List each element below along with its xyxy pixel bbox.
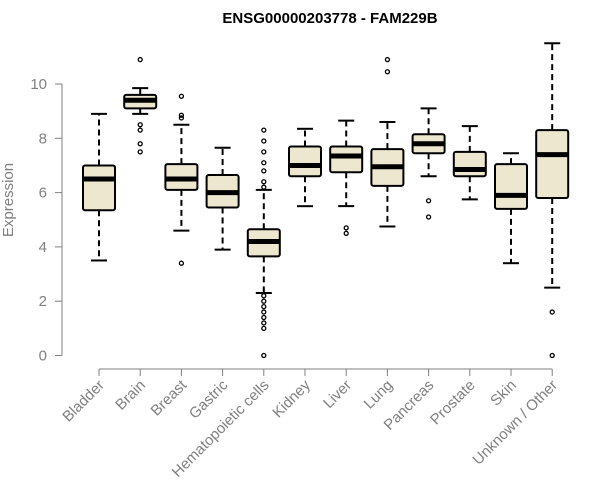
outlier-point — [261, 309, 267, 315]
box-breast — [164, 93, 199, 266]
x-tick-label: Breast — [148, 376, 191, 419]
iqr-box — [82, 164, 116, 212]
x-tick-label: Kidney — [269, 376, 314, 421]
outlier-point — [137, 141, 143, 147]
outlier-point — [384, 56, 391, 63]
iqr-box — [288, 145, 322, 178]
outlier-point — [178, 93, 185, 99]
box-liver — [329, 119, 364, 236]
outlier-point — [261, 325, 267, 332]
outlier-point — [425, 198, 432, 204]
box-gastric — [205, 146, 240, 251]
box-lung — [370, 56, 405, 228]
outlier-point — [549, 309, 555, 315]
outlier-point — [178, 115, 185, 121]
y-axis-label: Expression — [0, 163, 17, 237]
outlier-point — [384, 69, 391, 75]
outlier-point — [137, 149, 143, 155]
y-tick-label: 6 — [39, 185, 47, 202]
box-prostate — [452, 125, 487, 201]
box-hematopoietic-cells — [246, 127, 281, 359]
outlier-point — [137, 127, 143, 133]
x-tick-label: Brain — [112, 377, 149, 414]
iqr-box — [494, 163, 528, 210]
outlier-point — [261, 352, 267, 359]
outlier-point — [261, 168, 267, 174]
box-unknown-other — [535, 42, 570, 359]
y-tick-label: 2 — [39, 293, 47, 310]
outlier-point — [137, 56, 143, 63]
chart-title: ENSG00000203778 - FAM229B — [222, 10, 437, 27]
box-brain — [123, 56, 158, 155]
outlier-point — [549, 352, 555, 359]
outlier-point — [261, 149, 267, 155]
outlier-point — [261, 179, 267, 185]
outlier-point — [261, 303, 267, 310]
box-bladder — [82, 112, 116, 262]
y-tick-label: 10 — [30, 76, 47, 93]
outlier-point — [425, 214, 432, 220]
iqr-box — [329, 145, 364, 174]
outlier-point — [261, 160, 267, 166]
iqr-box — [452, 150, 487, 178]
iqr-box — [535, 129, 570, 200]
box-skin — [494, 152, 528, 265]
outlier-point — [137, 122, 143, 128]
outlier-point — [261, 138, 267, 144]
x-tick-label: Skin — [487, 377, 520, 410]
x-tick-label: Prostate — [427, 377, 479, 429]
outlier-point — [343, 225, 349, 231]
box-plots — [82, 42, 570, 359]
outlier-point — [261, 314, 267, 321]
y-tick-label: 8 — [39, 130, 47, 147]
outlier-point — [343, 230, 349, 236]
x-tick-label: Lung — [361, 377, 397, 413]
outlier-point — [178, 112, 185, 118]
x-tick-label: Liver — [320, 377, 355, 412]
y-tick-label: 4 — [39, 239, 47, 256]
x-tick-label: Bladder — [59, 377, 108, 426]
outlier-point — [261, 320, 267, 326]
outlier-point — [261, 127, 267, 133]
box-pancreas — [411, 107, 446, 220]
outlier-point — [261, 298, 267, 304]
y-axis: 0 2 4 6 8 10 — [30, 76, 63, 365]
outlier-point — [261, 184, 267, 190]
outlier-point — [178, 260, 185, 266]
box-kidney — [288, 127, 322, 208]
outlier-point — [261, 293, 267, 299]
y-tick-label: 0 — [39, 348, 47, 365]
